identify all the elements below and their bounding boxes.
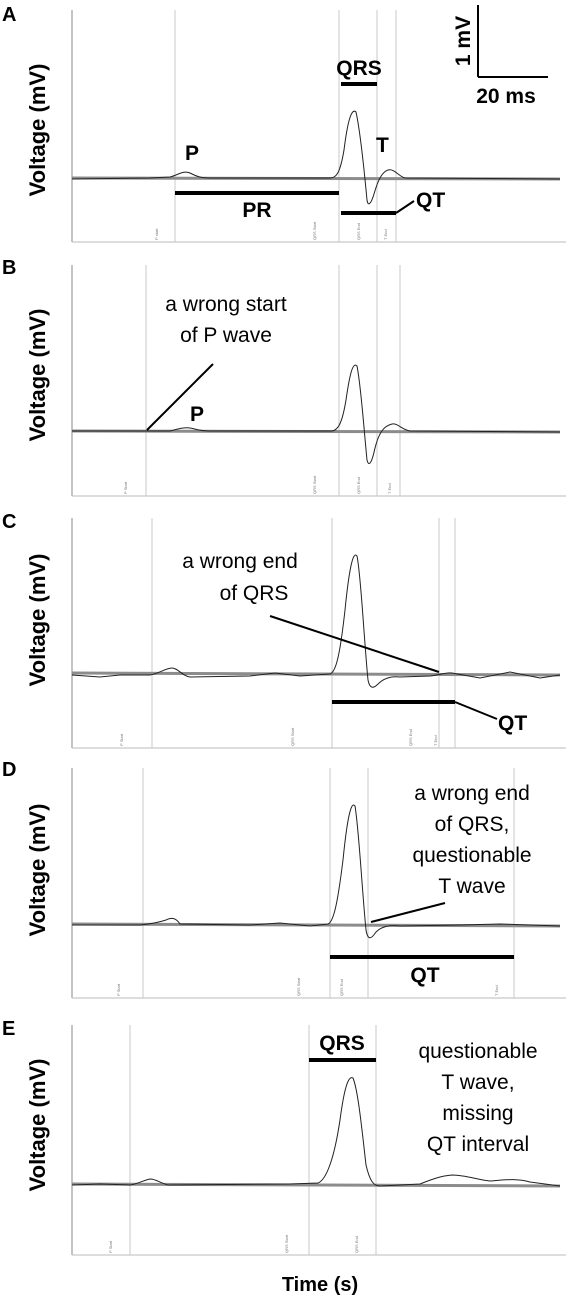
annotation-leader-line xyxy=(146,363,214,431)
marker-label-t-end: T End xyxy=(433,735,438,746)
ecg-trace xyxy=(72,364,561,464)
annotation-line-1: a wrong start xyxy=(165,293,287,316)
interval-label-qt: QT xyxy=(498,712,527,735)
annotation-line-2: T wave, xyxy=(441,1071,514,1094)
baseline xyxy=(71,671,561,677)
interval-label-qt: QT xyxy=(416,189,445,212)
annotation-leader-line xyxy=(269,615,440,673)
marker-label-p-start: P Start xyxy=(108,1240,113,1253)
interval-label-qrs: QRS xyxy=(336,57,382,80)
marker-label-qrs-start: QRS Start xyxy=(296,977,301,996)
marker-label-t-end: T End xyxy=(494,985,499,996)
wave-label-t: T xyxy=(376,134,389,157)
panel-e: E Voltage (mV) P Start QRS Start QRS End… xyxy=(2,1018,566,1256)
ecg-trace xyxy=(71,554,561,688)
marker-label-qrs-start: QRS Start xyxy=(290,727,295,746)
interval-label-qrs: QRS xyxy=(319,1032,365,1055)
marker-label-qrs-start: QRS Start xyxy=(312,221,317,240)
scale-bar-time-label: 20 ms xyxy=(476,85,536,108)
annotation-line-4: QT interval xyxy=(427,1133,529,1156)
y-axis-label: Voltage (mV) xyxy=(25,309,50,442)
marker-label-qrs-end: QRS End xyxy=(356,477,361,494)
panel-letter: E xyxy=(2,1018,15,1040)
qt-leader-line xyxy=(454,701,498,720)
annotation-line-3: missing xyxy=(442,1102,513,1125)
marker-label-qrs-end: QRS End xyxy=(354,1236,359,1253)
ecg-trace xyxy=(71,1077,561,1187)
interval-label-qt: QT xyxy=(410,964,439,987)
ecg-trace xyxy=(71,110,561,205)
annotation-line-2: of QRS, xyxy=(435,813,510,836)
baseline xyxy=(71,1182,561,1188)
annotation-line-2: of P wave xyxy=(180,324,272,347)
annotation-line-2: of QRS xyxy=(220,582,289,605)
marker-label-t-end: T End xyxy=(383,229,388,240)
marker-label-p-start: P start xyxy=(154,228,159,240)
annotation-line-1: a wrong end xyxy=(182,550,298,573)
marker-label-qrs-start: QRS Start xyxy=(312,475,317,494)
marker-label-qrs-end: QRS End xyxy=(339,979,344,996)
panel-letter: C xyxy=(2,511,16,533)
annotation-line-4: T wave xyxy=(438,875,505,898)
scale-bar-voltage-label: 1 mV xyxy=(452,16,475,66)
marker-label-p-start: P Start xyxy=(119,733,124,746)
marker-label-qrs-end: QRS End xyxy=(408,729,413,746)
annotation-line-1: questionable xyxy=(418,1040,537,1063)
y-axis-label: Voltage (mV) xyxy=(25,64,50,197)
marker-label-p-start: P Start xyxy=(116,983,121,996)
wave-label-p: P xyxy=(185,142,199,165)
y-axis-label: Voltage (mV) xyxy=(25,1059,50,1192)
interval-label-pr: PR xyxy=(242,199,271,222)
y-axis-label: Voltage (mV) xyxy=(25,554,50,687)
panel-letter: B xyxy=(2,257,16,279)
panel-letter: A xyxy=(2,4,16,26)
panel-letter: D xyxy=(2,759,16,781)
annotation-line-1: a wrong end xyxy=(414,782,530,805)
marker-label-qrs-start: QRS Start xyxy=(284,1234,289,1253)
qt-leader-line xyxy=(395,200,415,214)
annotation-line-3: questionable xyxy=(412,844,531,867)
panel-c: C Voltage (mV) P Start QRS Start QRS End… xyxy=(2,511,566,749)
panel-b: B Voltage (mV) P Start QRS Start QRS End… xyxy=(2,257,566,497)
marker-label-qrs-end: QRS End xyxy=(356,223,361,240)
y-axis-label: Voltage (mV) xyxy=(25,804,50,937)
marker-label-p-start: P Start xyxy=(123,481,128,494)
ecg-trace xyxy=(72,804,561,939)
wave-label-p: P xyxy=(190,403,204,426)
panel-a: A Voltage (mV) P start QRS Start QRS End… xyxy=(2,4,566,243)
annotation-leader-line xyxy=(370,902,446,923)
panel-d: D Voltage (mV) P Start QRS Start QRS End… xyxy=(2,759,566,999)
marker-label-t-end: T End xyxy=(387,483,392,494)
x-axis-label: Time (s) xyxy=(282,1274,358,1296)
